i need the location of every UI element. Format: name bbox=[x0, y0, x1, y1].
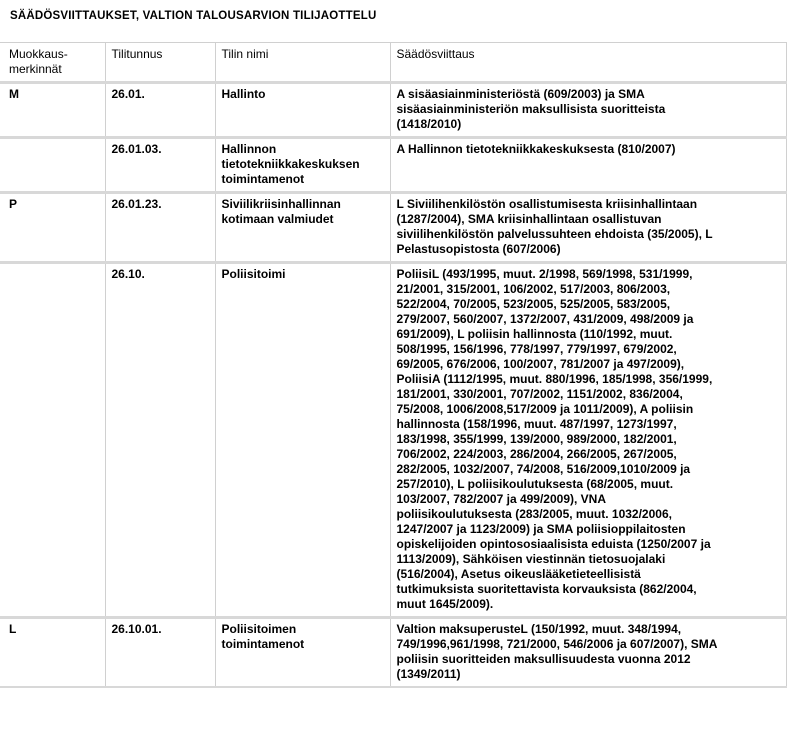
account-code-cell: 26.01. bbox=[104, 81, 216, 138]
text-line: A sisäasiainministeriöstä (609/2003) ja … bbox=[396, 87, 645, 101]
text-line: Tilitunnus bbox=[111, 47, 163, 61]
legislation-reference-table: Muokkaus-merkinnät Tilitunnus Tilin nimi Sä… bbox=[0, 42, 787, 688]
text-line: 181/2001, 330/2001, 707/2002, 1151/2002,… bbox=[396, 387, 683, 401]
text-line: siviilihenkilöstön palvelussuhteen ehdoi… bbox=[396, 227, 713, 241]
text-line: P bbox=[9, 197, 18, 211]
table-row: M 26.01. Hallinto A sisäasiainministeriöstä… bbox=[0, 81, 787, 138]
text-line: poliisin suoritteiden maksullisuudesta v… bbox=[396, 652, 691, 666]
text-line: 749/1996,961/1998, 721/2000, 546/2006 ja… bbox=[396, 637, 718, 651]
text-line: L Siviilihenkilöstön osallistumisesta kr… bbox=[396, 197, 698, 211]
text-line: 21/2001, 315/2001, 106/2002, 517/2003, 8… bbox=[396, 282, 671, 296]
text-line: 282/2005, 1032/2007, 74/2008, 516/2009,1… bbox=[396, 462, 691, 476]
text-line: PoliisiL (493/1995, muut. 2/1998, 569/19… bbox=[396, 267, 693, 281]
text-line: toimintamenot bbox=[221, 637, 305, 651]
text-line: 706/2002, 224/2003, 286/2004, 266/2005, … bbox=[396, 447, 677, 461]
header-muokkausmerkinnat: Muokkaus-merkinnät bbox=[0, 42, 106, 83]
table-row: 26.10. Poliisitoimi PoliisiL (493/1995, mu… bbox=[0, 261, 787, 618]
text-line: (1349/2011) bbox=[396, 667, 461, 681]
account-code-cell: 26.01.03. bbox=[104, 136, 216, 193]
legislation-reference-cell: A Hallinnon tietotekniikkakeskuksesta (8… bbox=[389, 136, 787, 193]
account-name-cell: Poliisitoimi bbox=[214, 261, 391, 618]
modification-mark-cell: M bbox=[0, 81, 106, 138]
account-code-cell: 26.10.01. bbox=[104, 616, 216, 688]
account-code-cell: 26.01.23. bbox=[104, 191, 216, 263]
text-line: 26.01. bbox=[111, 87, 145, 101]
text-line: 183/1998, 355/1999, 139/2000, 989/2000, … bbox=[396, 432, 677, 446]
text-line: 279/2007, 560/2007, 1372/2007, 431/2009,… bbox=[396, 312, 694, 326]
text-line: 508/1995, 156/1996, 778/1997, 779/1997, … bbox=[396, 342, 677, 356]
modification-mark-cell bbox=[0, 136, 106, 193]
text-line: Valtion maksuperusteL (150/1992, muut. 3… bbox=[396, 622, 682, 636]
header-row: Muokkaus-merkinnät Tilitunnus Tilin nimi Sä… bbox=[0, 42, 787, 83]
account-name-cell: Siviilikriisinhallinnan kotimaan valmiude… bbox=[214, 191, 391, 263]
document-title: SÄÄDÖSVIITTAUKSET, VALTION TALOUSARVION … bbox=[10, 10, 377, 22]
text-line: Poliisitoimi bbox=[221, 267, 286, 281]
text-line: M bbox=[9, 87, 19, 101]
text-line: 26.10.01. bbox=[111, 622, 162, 636]
modification-mark-cell: L bbox=[0, 616, 106, 688]
text-line: (1287/2004), SMA kriisinhallintaan osall… bbox=[396, 212, 662, 226]
legislation-reference-cell: L Siviilihenkilöstön osallistumisesta kr… bbox=[389, 191, 787, 263]
text-line: 1247/2007 ja 1123/2009) ja SMA poliisiop… bbox=[396, 522, 686, 536]
text-line: Hallinto bbox=[221, 87, 266, 101]
text-line: toimintamenot bbox=[221, 172, 305, 186]
text-line: 69/2005, 676/2006, 100/2007, 781/2007 ja… bbox=[396, 357, 685, 371]
text-line: Muokkaus- bbox=[9, 47, 68, 61]
text-line: 26.10. bbox=[111, 267, 145, 281]
table-row: 26.01.03. Hallinnon tietotekniikkakeskukse… bbox=[0, 136, 787, 193]
account-name-cell: Hallinto bbox=[214, 81, 391, 138]
table-row: L 26.10.01. Poliisitoimen toimintamenot Valt… bbox=[0, 616, 787, 688]
text-line: (516/2004), Asetus oikeuslääketieteellis… bbox=[396, 567, 641, 581]
account-code-cell: 26.10. bbox=[104, 261, 216, 618]
text-line: Poliisitoimen bbox=[221, 622, 297, 636]
text-line: 26.01.23. bbox=[111, 197, 162, 211]
text-line: 522/2004, 70/2005, 523/2005, 525/2005, 5… bbox=[396, 297, 671, 311]
text-line: L bbox=[9, 622, 17, 636]
text-line: kotimaan valmiudet bbox=[221, 212, 334, 226]
table-row: P 26.01.23. Siviilikriisinhallinnan kotimaa… bbox=[0, 191, 787, 263]
text-line: 1113/2009), Sähköisen viestinnän tietosu… bbox=[396, 552, 666, 566]
text-line: tutkimuksista suoritettavista korvauksis… bbox=[396, 582, 697, 596]
text-line: Tilin nimi bbox=[221, 47, 269, 61]
text-line: hallinnosta (158/1996, muut. 487/1997, 1… bbox=[396, 417, 677, 431]
text-line: Pelastusopistosta (607/2006) bbox=[396, 242, 561, 256]
text-line: tietotekniikkakeskuksen bbox=[221, 157, 360, 171]
text-line: A Hallinnon tietotekniikkakeskuksesta (8… bbox=[396, 142, 676, 156]
text-line: 103/2007, 782/2007 ja 499/2009), VNA bbox=[396, 492, 607, 506]
text-line: poliisikoulutuksesta (283/2005, muut. 10… bbox=[396, 507, 672, 521]
text-line: sisäasiainministeriön maksullisista suor… bbox=[396, 102, 666, 116]
text-line: Siviilikriisinhallinnan bbox=[221, 197, 341, 211]
legislation-reference-cell: A sisäasiainministeriöstä (609/2003) ja … bbox=[389, 81, 787, 138]
header-tilin-nimi: Tilin nimi bbox=[214, 42, 391, 83]
text-line: muut 1645/2009). bbox=[396, 597, 494, 611]
text-line: 691/2009), L poliisin hallinnosta (110/1… bbox=[396, 327, 673, 341]
header-saadosviittaus: Säädösviittaus bbox=[389, 42, 787, 83]
text-line: Hallinnon bbox=[221, 142, 277, 156]
header-tilitunnus: Tilitunnus bbox=[104, 42, 216, 83]
text-line: 75/2008, 1006/2008,517/2009 ja 1011/2009… bbox=[396, 402, 694, 416]
modification-mark-cell bbox=[0, 261, 106, 618]
text-line: PoliisiA (1112/1995, muut. 880/1996, 185… bbox=[396, 372, 713, 386]
legislation-reference-cell: Valtion maksuperusteL (150/1992, muut. 3… bbox=[389, 616, 787, 688]
text-line: merkinnät bbox=[9, 62, 62, 76]
account-name-cell: Poliisitoimen toimintamenot bbox=[214, 616, 391, 688]
text-line: 257/2010), L poliisikoulutuksesta (68/20… bbox=[396, 477, 674, 491]
text-line: (1418/2010) bbox=[396, 117, 462, 131]
legislation-reference-cell: PoliisiL (493/1995, muut. 2/1998, 569/19… bbox=[389, 261, 787, 618]
text-line: 26.01.03. bbox=[111, 142, 162, 156]
text-line: opiskelijoiden opintososiaalisista eduis… bbox=[396, 537, 711, 551]
account-name-cell: Hallinnon tietotekniikkakeskuksen toiminta… bbox=[214, 136, 391, 193]
modification-mark-cell: P bbox=[0, 191, 106, 263]
text-line: Säädösviittaus bbox=[396, 47, 475, 61]
